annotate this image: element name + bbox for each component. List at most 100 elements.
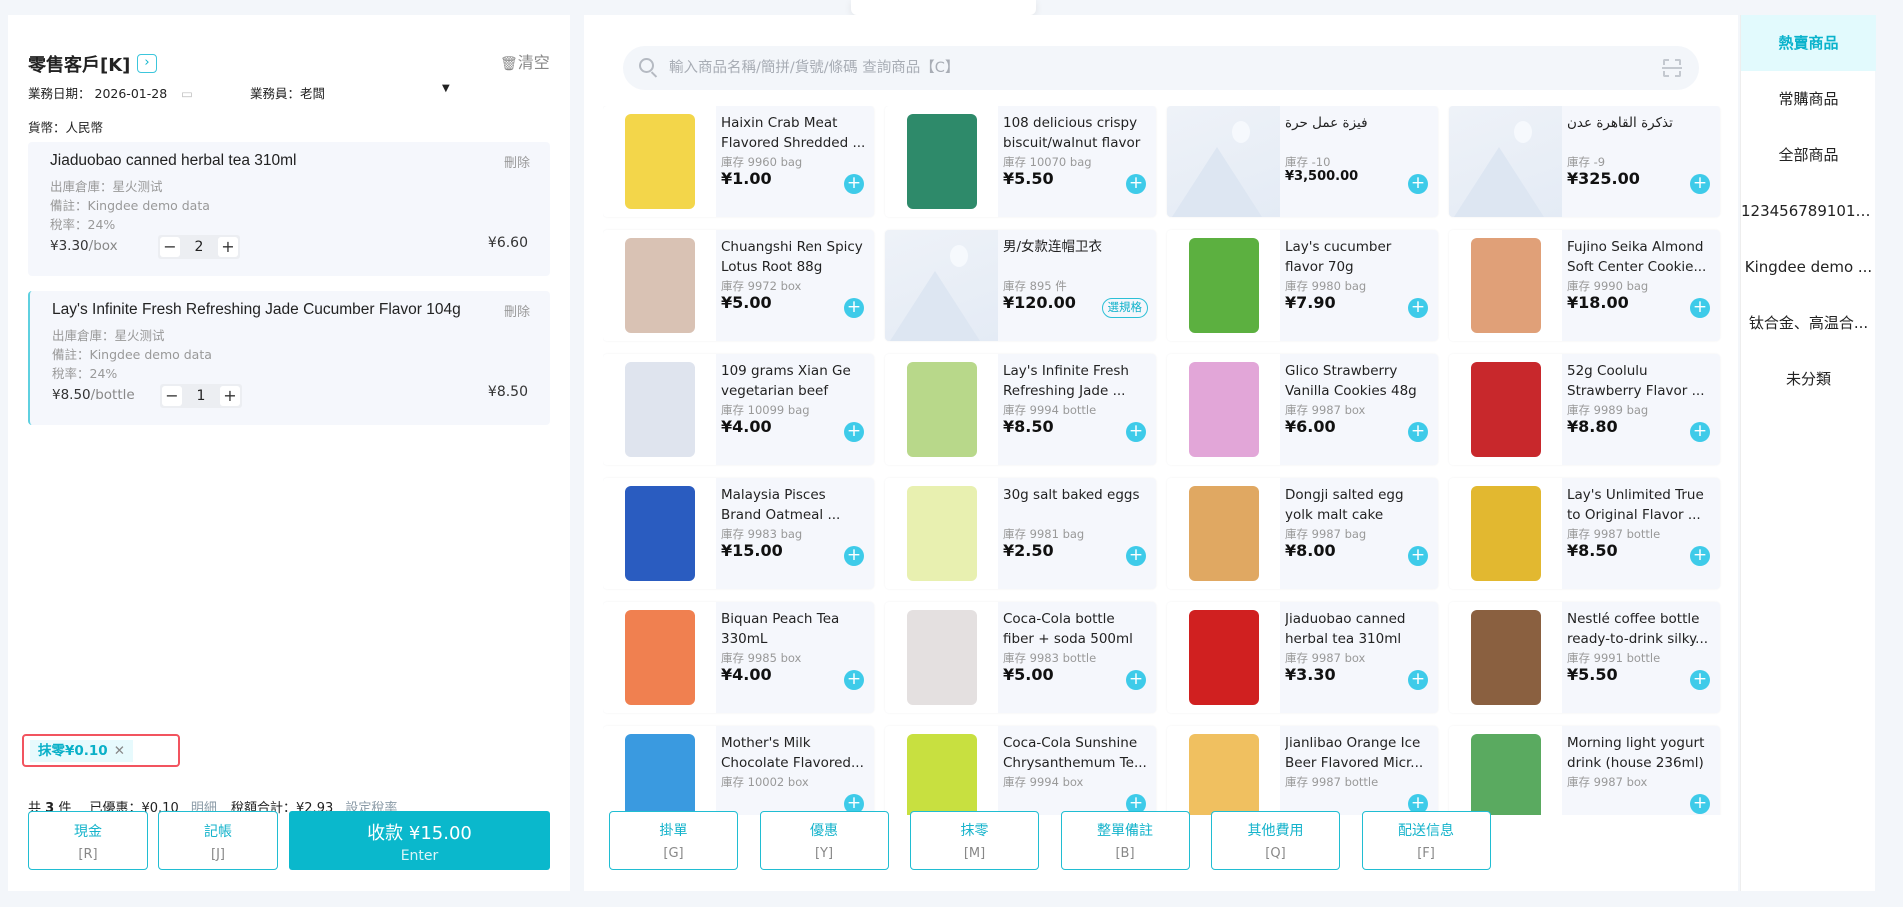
add-to-cart-icon[interactable]: + xyxy=(1408,794,1428,814)
product-price: ¥5.00 xyxy=(1003,665,1054,684)
add-to-cart-icon[interactable]: + xyxy=(1408,670,1428,690)
add-to-cart-icon[interactable]: + xyxy=(844,670,864,690)
cart-item[interactable]: Lay's Infinite Fresh Refreshing Jade Cuc… xyxy=(28,291,550,425)
chevron-right-icon[interactable]: › xyxy=(137,54,157,73)
action-button[interactable]: 其他費用 [Q] xyxy=(1211,811,1340,870)
caret-down-icon[interactable]: ▼ xyxy=(442,83,450,94)
quantity-stepper[interactable]: −1 + xyxy=(160,384,242,408)
add-to-cart-icon[interactable]: + xyxy=(1408,546,1428,566)
product-name: Jianlibao Orange Ice Beer Flavored Micr.… xyxy=(1285,735,1424,771)
cart-item[interactable]: Jiaduobao canned herbal tea 310ml 刪除 出庫倉… xyxy=(28,142,550,276)
minus-button[interactable]: − xyxy=(160,237,180,257)
add-to-cart-icon[interactable]: + xyxy=(1408,298,1428,318)
plus-button[interactable]: + xyxy=(219,386,240,406)
credit-button[interactable]: 記帳 [J] xyxy=(158,811,278,870)
add-to-cart-icon[interactable]: + xyxy=(1690,298,1710,318)
category-item[interactable]: 1234567891012... xyxy=(1741,202,1876,220)
search-input[interactable]: 輸入商品名稱/簡拼/貨號/條碼 查詢商品【C】 xyxy=(623,46,1699,90)
quantity-value[interactable]: 1 xyxy=(196,388,206,404)
scan-icon[interactable] xyxy=(1662,59,1682,77)
add-to-cart-icon[interactable]: + xyxy=(1690,174,1710,194)
add-to-cart-icon[interactable]: + xyxy=(844,546,864,566)
product-card[interactable]: Morning light yogurt drink (house 236ml)… xyxy=(1449,726,1720,815)
customer-title[interactable]: 零售客戶[K] xyxy=(28,55,131,76)
date-field[interactable]: 業務日期： 2026-01-28 ▭ xyxy=(28,83,193,102)
highlight-box: 抹零¥0.10 ✕ xyxy=(22,734,180,767)
add-to-cart-icon[interactable]: + xyxy=(844,298,864,318)
add-to-cart-icon[interactable]: + xyxy=(1126,670,1146,690)
close-icon[interactable]: ✕ xyxy=(113,743,126,759)
action-button[interactable]: 掛單 [G] xyxy=(609,811,738,870)
action-button[interactable]: 抹零 [M] xyxy=(910,811,1039,870)
product-card[interactable]: 男/女款连帽卫衣 庫存 895 件 ¥120.00 選規格 xyxy=(885,230,1156,341)
product-card[interactable]: Biquan Peach Tea 330mL 庫存 9985 box ¥4.00 + xyxy=(603,602,874,713)
quantity-value[interactable]: 2 xyxy=(194,239,204,255)
product-card[interactable]: 109 grams Xian Ge vegetarian beef 庫存 1009… xyxy=(603,354,874,465)
add-to-cart-icon[interactable]: + xyxy=(1126,174,1146,194)
product-card[interactable]: 30g salt baked eggs 庫存 9981 bag ¥2.50 + xyxy=(885,478,1156,589)
add-to-cart-icon[interactable]: + xyxy=(844,794,864,814)
product-price: ¥8.50 xyxy=(1003,417,1054,436)
product-card[interactable]: Lay's Infinite Fresh Refreshing Jade ...… xyxy=(885,354,1156,465)
category-item[interactable]: 未分類 xyxy=(1785,370,1831,388)
add-to-cart-icon[interactable]: + xyxy=(1690,422,1710,442)
product-card[interactable]: Dongji salted egg yolk malt cake 庫存 9987 … xyxy=(1167,478,1438,589)
product-image xyxy=(603,230,716,341)
category-item[interactable]: Kingdee demo ... xyxy=(1744,258,1873,276)
product-grid: Haixin Crab Meat Flavored Shredded ... 庫存… xyxy=(603,106,1723,815)
add-to-cart-icon[interactable]: + xyxy=(1690,794,1710,814)
add-to-cart-icon[interactable]: + xyxy=(844,422,864,442)
product-card[interactable]: فيزة عمل حرة 庫存 -10 ¥3,500.00 + xyxy=(1167,106,1438,217)
staff-value: 老闆 xyxy=(300,86,326,101)
product-card[interactable]: Glico Strawberry Vanilla Cookies 48g 庫存 9… xyxy=(1167,354,1438,465)
product-card[interactable]: Coca-Cola bottle fiber + soda 500ml 庫存 99… xyxy=(885,602,1156,713)
add-to-cart-icon[interactable]: + xyxy=(1408,174,1428,194)
product-image xyxy=(885,478,998,589)
product-card[interactable]: Malaysia Pisces Brand Oatmeal ... 庫存 9983… xyxy=(603,478,874,589)
staff-field[interactable]: 業務員：老闆 xyxy=(250,83,325,102)
cart-item-name: Jiaduobao canned herbal tea 310ml xyxy=(50,152,297,169)
delete-button[interactable]: 刪除 xyxy=(503,156,530,171)
cart-item-total: ¥6.60 xyxy=(487,235,528,251)
action-button[interactable]: 優惠 [Y] xyxy=(759,811,889,870)
action-button[interactable]: 配送信息 [F] xyxy=(1361,811,1491,870)
product-card[interactable]: Lay's Unlimited True to Original Flavor … xyxy=(1449,478,1720,589)
category-item[interactable]: 熱賣商品 xyxy=(1741,15,1876,71)
action-button[interactable]: 整單備註 [B] xyxy=(1060,811,1190,870)
category-item[interactable]: 常購商品 xyxy=(1778,90,1839,108)
product-card[interactable]: Chuangshi Ren Spicy Lotus Root 88g 庫存 997… xyxy=(603,230,874,341)
product-card[interactable]: Nestlé coffee bottle ready-to-drink silk… xyxy=(1449,602,1720,713)
product-card[interactable]: Jianlibao Orange Ice Beer Flavored Micr.… xyxy=(1167,726,1438,815)
add-to-cart-icon[interactable]: + xyxy=(1690,546,1710,566)
rounding-tag[interactable]: 抹零¥0.10 ✕ xyxy=(30,740,134,762)
plus-button[interactable]: + xyxy=(217,237,238,257)
product-stock: 庫存 9989 bag xyxy=(1567,403,1649,417)
add-to-cart-icon[interactable]: + xyxy=(1408,422,1428,442)
pay-button[interactable]: 收款 ¥15.00 Enter xyxy=(289,811,550,870)
product-card[interactable]: 52g Coolulu Strawberry Flavor ... 庫存 9989… xyxy=(1449,354,1720,465)
date-value: 2026-01-28 xyxy=(94,86,168,101)
product-card[interactable]: Jiaduobao canned herbal tea 310ml 庫存 9987… xyxy=(1167,602,1438,713)
add-to-cart-icon[interactable]: + xyxy=(844,174,864,194)
product-image xyxy=(1449,726,1562,815)
cash-button[interactable]: 現金 [R] xyxy=(28,811,148,870)
add-to-cart-icon[interactable]: + xyxy=(1126,422,1146,442)
add-to-cart-icon[interactable]: + xyxy=(1126,794,1146,814)
product-card[interactable]: Mother's Milk Chocolate Flavored... 庫存 10… xyxy=(603,726,874,815)
product-card[interactable]: 108 delicious crispy biscuit/walnut flav… xyxy=(885,106,1156,217)
category-item[interactable]: 全部商品 xyxy=(1778,146,1839,164)
product-card[interactable]: Haixin Crab Meat Flavored Shredded ... 庫存… xyxy=(603,106,874,217)
select-spec-button[interactable]: 選規格 xyxy=(1101,298,1148,318)
add-to-cart-icon[interactable]: + xyxy=(1126,546,1146,566)
product-card[interactable]: Coca-Cola Sunshine Chrysanthemum Te... 庫存… xyxy=(885,726,1156,815)
cart-item-warehouse: 出庫倉庫：星火测试 xyxy=(52,328,165,343)
add-to-cart-icon[interactable]: + xyxy=(1690,670,1710,690)
product-card[interactable]: تذكرة القاهرة عدن 庫存 -9 ¥325.00 + xyxy=(1449,106,1720,217)
delete-button[interactable]: 刪除 xyxy=(503,305,530,320)
quantity-stepper[interactable]: −2 + xyxy=(158,235,240,259)
clear-button[interactable]: 🗑清空 xyxy=(500,49,550,73)
product-card[interactable]: Lay's cucumber flavor 70g 庫存 9980 bag ¥7.9… xyxy=(1167,230,1438,341)
minus-button[interactable]: − xyxy=(162,386,182,406)
product-card[interactable]: Fujino Seika Almond Soft Center Cookie..… xyxy=(1449,230,1720,341)
category-item[interactable]: 钛合金、高温合... xyxy=(1748,314,1869,332)
